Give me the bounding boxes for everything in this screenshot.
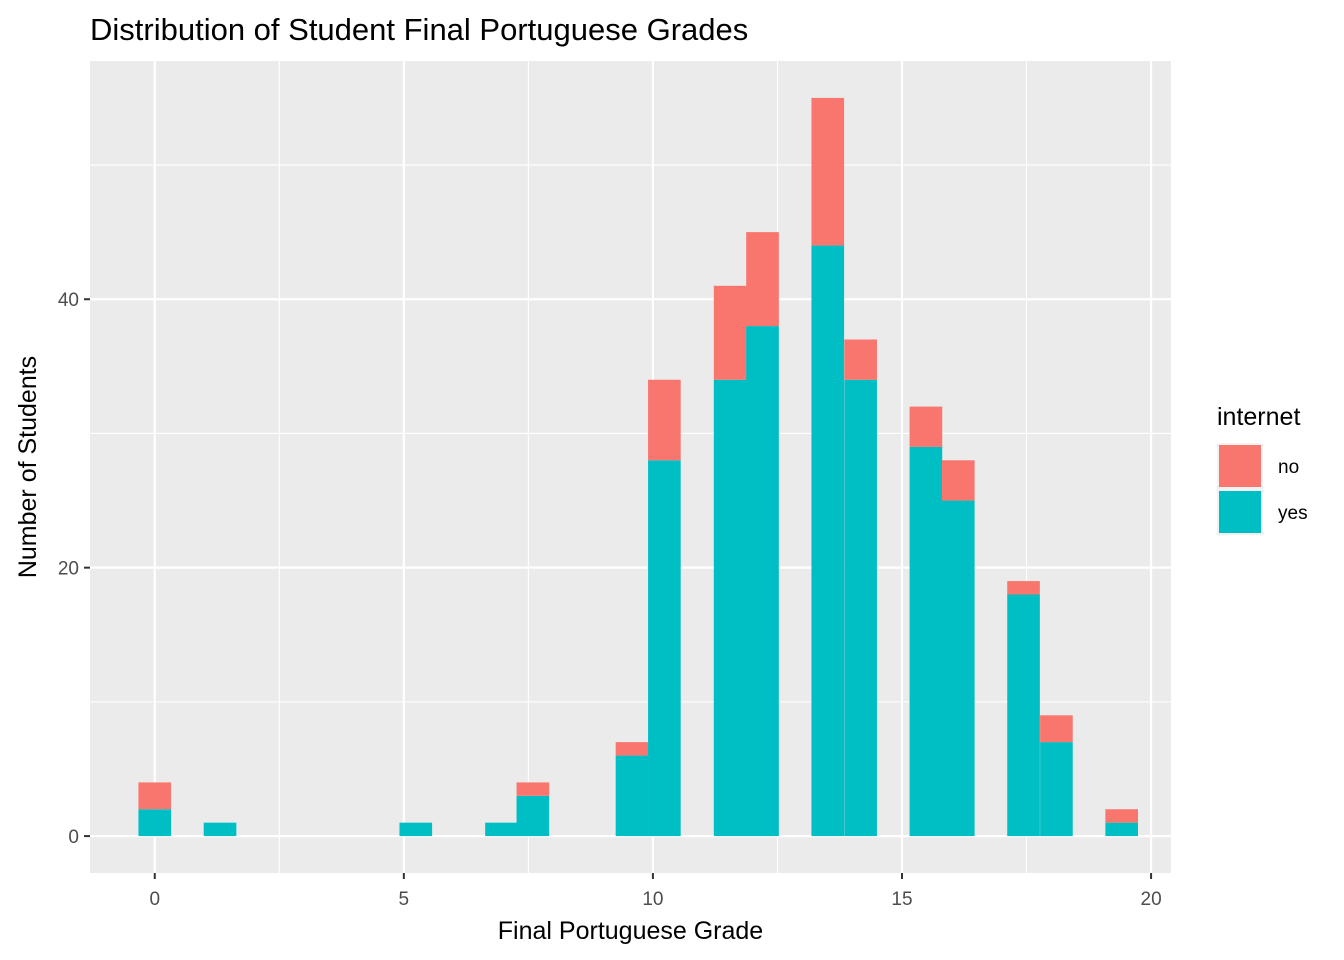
bar-no xyxy=(746,232,779,327)
y-axis-title: Number of Students xyxy=(14,356,42,578)
bar-yes xyxy=(1105,822,1138,837)
legend-swatch-no xyxy=(1219,445,1261,487)
bar-yes xyxy=(516,795,550,837)
x-axis: 0 5 10 15 20 xyxy=(149,873,1162,910)
bar-no xyxy=(1007,581,1040,595)
bar-no xyxy=(941,460,975,501)
x-tick-label: 5 xyxy=(399,889,410,910)
bar-yes xyxy=(941,500,975,837)
x-tick-label: 15 xyxy=(891,889,912,910)
chart-title: Distribution of Student Final Portuguese… xyxy=(90,12,748,47)
legend-label-yes: yes xyxy=(1278,503,1308,524)
bar-no xyxy=(648,379,681,461)
x-tick-label: 0 xyxy=(149,889,160,910)
bar-no xyxy=(615,742,649,756)
y-axis: 0 20 40 xyxy=(58,290,90,848)
bar-no xyxy=(811,97,845,246)
bar-no xyxy=(1105,809,1138,823)
bar-no xyxy=(844,339,877,380)
bar-no xyxy=(909,406,943,447)
legend-swatch-yes xyxy=(1219,491,1261,533)
bar-yes xyxy=(811,245,845,837)
bar-yes xyxy=(713,379,747,837)
bar-yes xyxy=(138,809,172,837)
y-tick-label: 20 xyxy=(58,559,79,580)
x-tick-label: 20 xyxy=(1141,889,1162,910)
x-tick-label: 10 xyxy=(642,889,663,910)
bar-yes xyxy=(615,755,649,837)
bar-no xyxy=(1040,715,1073,743)
y-tick-label: 0 xyxy=(68,827,79,848)
bar-yes xyxy=(399,822,433,837)
bar-yes xyxy=(746,326,779,837)
bar-no xyxy=(516,782,550,796)
bars xyxy=(138,97,1138,837)
legend: internet no yes xyxy=(1217,403,1308,535)
y-tick-label: 40 xyxy=(58,290,79,311)
bar-yes xyxy=(203,822,237,837)
bar-yes xyxy=(909,446,943,837)
x-axis-title: Final Portuguese Grade xyxy=(498,917,763,945)
legend-title: internet xyxy=(1217,403,1300,431)
bar-yes xyxy=(1007,594,1040,837)
bar-yes xyxy=(648,460,681,837)
bar-no xyxy=(713,285,747,380)
bar-yes xyxy=(485,822,518,837)
bar-yes xyxy=(844,379,877,837)
plot-panel xyxy=(90,61,1171,873)
legend-label-no: no xyxy=(1278,457,1299,478)
bar-no xyxy=(138,782,172,810)
bar-yes xyxy=(1040,742,1073,837)
